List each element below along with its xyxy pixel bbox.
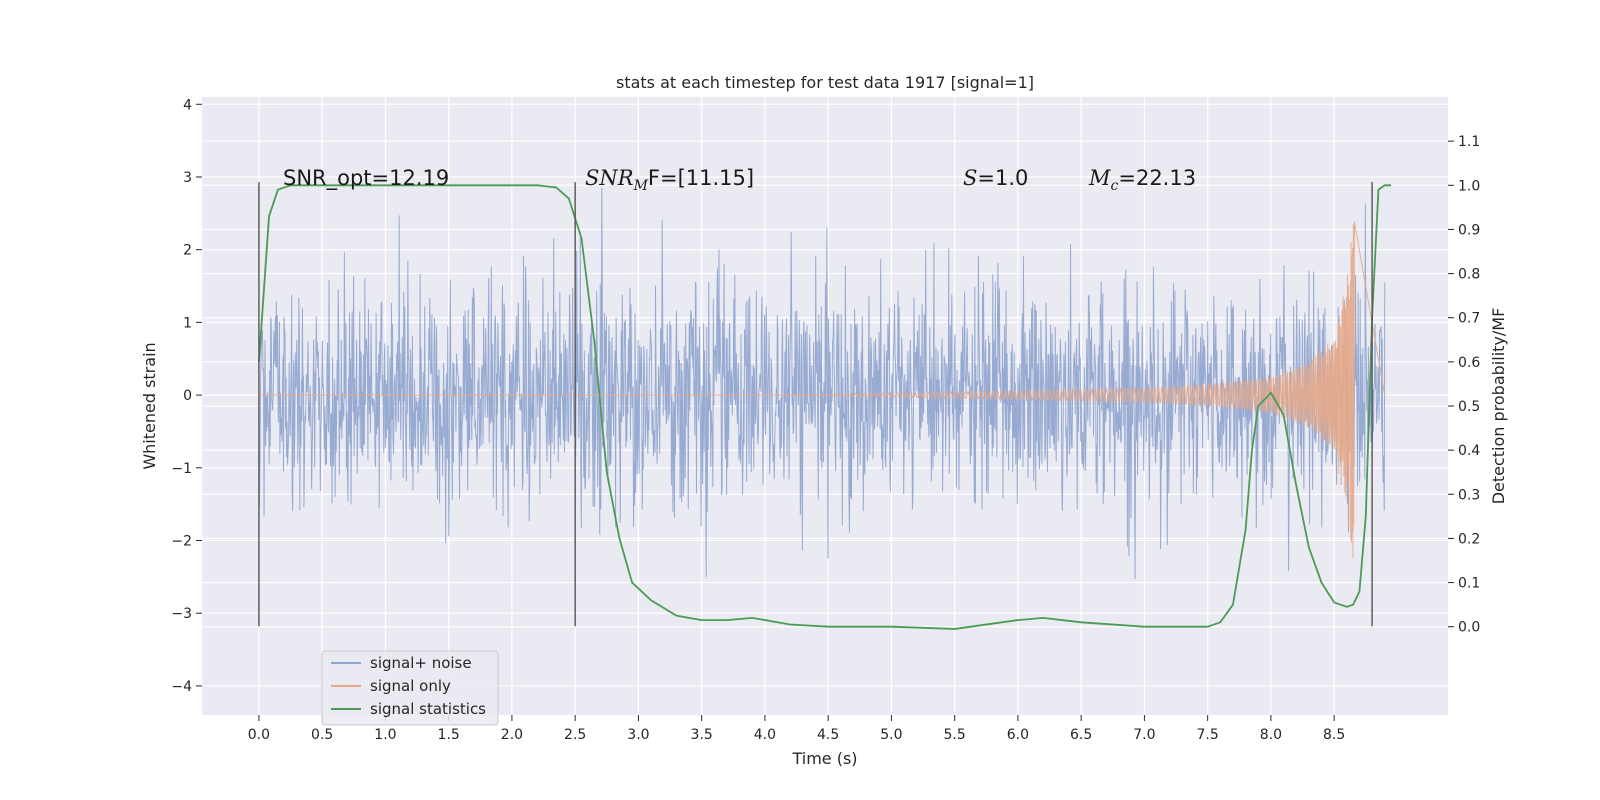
x-tick-label: 3.0	[627, 727, 649, 743]
annotation-snr-mf: SNRMF=[11.15]	[585, 166, 754, 194]
y-right-tick-label: 0.3	[1458, 487, 1480, 503]
y-right-tick-label: 0.4	[1458, 443, 1480, 459]
series-signal-statistics	[258, 184, 1392, 630]
y-tick-label: −4	[171, 679, 192, 695]
x-tick-label: 4.0	[754, 727, 776, 743]
vertical-markers	[258, 182, 1373, 627]
annotation-s-prefix: S	[963, 166, 977, 190]
y-right-tick-label: 1.0	[1458, 178, 1480, 194]
annotation-mc: Mc=22.13	[1088, 166, 1196, 194]
legend: signal+ noise signal only signal statist…	[321, 650, 499, 726]
y-tick-label: 4	[183, 97, 192, 113]
y-right-tick-label: 0.5	[1458, 399, 1480, 415]
y-tick-label: 3	[183, 170, 192, 186]
series-signal-noise	[258, 187, 1386, 580]
x-tick-label: 6.0	[1007, 727, 1029, 743]
x-tick-label: 2.5	[564, 727, 586, 743]
x-tick-label: 3.5	[691, 727, 713, 743]
y-right-tick-label: 0.0	[1458, 620, 1480, 636]
y-tick-label: 2	[183, 243, 192, 259]
annotation-snr-mf-sub: M	[633, 178, 649, 194]
series-signal-only	[258, 221, 1386, 559]
annotation-s-value: =1.0	[977, 166, 1028, 190]
y-tick-label: −1	[171, 461, 192, 477]
annotation-mc-prefix: M	[1088, 166, 1111, 190]
y-axis-label: Whitened strain	[140, 342, 159, 469]
annotation-snr-mf-value: F=[11.15]	[648, 166, 754, 190]
x-tick-label: 6.5	[1070, 727, 1092, 743]
y-right-tick-label: 0.9	[1458, 222, 1480, 238]
x-tick-label: 2.0	[501, 727, 523, 743]
y-right-tick-label: 0.8	[1458, 267, 1480, 283]
legend-box	[321, 650, 499, 726]
y-tick-label: 1	[183, 315, 192, 331]
x-tick-label: 7.5	[1197, 727, 1219, 743]
signal-statistics-line	[258, 184, 1392, 630]
x-tick-label: 1.5	[438, 727, 460, 743]
y-tick-label: −2	[171, 534, 192, 550]
x-tick-label: 5.5	[944, 727, 966, 743]
y-tick-label: −3	[171, 606, 192, 622]
annotation-mc-value: =22.13	[1118, 166, 1196, 190]
x-tick-label: 5.0	[880, 727, 902, 743]
y-right-tick-label: 0.6	[1458, 355, 1480, 371]
x-tick-label: 7.0	[1133, 727, 1155, 743]
x-tick-label: 8.0	[1260, 727, 1282, 743]
legend-label-signal-statistics: signal statistics	[370, 700, 486, 718]
x-tick-label: 1.0	[374, 727, 396, 743]
annotation-snr-mf-prefix: SNR	[585, 166, 634, 190]
signal-only-line	[258, 221, 1386, 559]
y-right-tick-label: 0.1	[1458, 576, 1480, 592]
chart-title: stats at each timestep for test data 191…	[616, 73, 1034, 92]
x-tick-label: 8.5	[1323, 727, 1345, 743]
y-right-tick-label: 0.2	[1458, 531, 1480, 547]
annotation-mc-sub: c	[1111, 178, 1119, 194]
annotation-snr-opt: SNR_opt=12.19	[283, 166, 449, 191]
y-right-tick-label: 1.1	[1458, 134, 1480, 150]
ticks: 0.0 0.5 1.0 1.5 2.0 2.5 3.0 3.5 4.0 4.5 5.0 5.5 6.0 6…	[171, 97, 1480, 743]
legend-label-signal-noise: signal+ noise	[370, 654, 472, 672]
signal-noise-line	[258, 187, 1386, 580]
annotation-s: S=1.0	[963, 166, 1028, 190]
x-tick-label: 4.5	[817, 727, 839, 743]
x-tick-label: 0.5	[311, 727, 333, 743]
legend-label-signal-only: signal only	[370, 677, 451, 695]
x-axis-label: Time (s)	[791, 749, 857, 768]
y-axis-label-right: Detection probability/MF	[1489, 308, 1508, 505]
x-tick-label: 0.0	[248, 727, 270, 743]
y-right-tick-label: 0.7	[1458, 311, 1480, 327]
y-tick-label: 0	[183, 388, 192, 404]
